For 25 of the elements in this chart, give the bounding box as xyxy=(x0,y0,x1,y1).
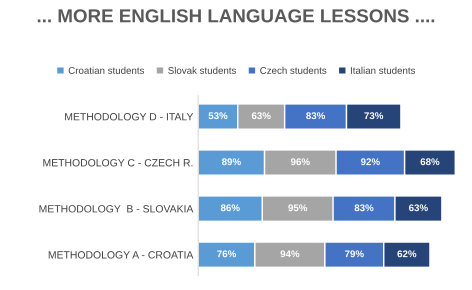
data-label: 76% xyxy=(217,250,236,258)
data-label: 96% xyxy=(290,158,310,166)
y-tick-label: METHODOLOGY B - SLOVAKIA xyxy=(39,205,194,212)
y-tick-label: METHODOLOGY A - CROATIA xyxy=(48,251,194,259)
data-label: 95% xyxy=(288,204,308,212)
data-label: 62% xyxy=(397,250,416,258)
legend-label: Italian students xyxy=(350,66,416,74)
data-label: 83% xyxy=(306,112,326,120)
data-label: 68% xyxy=(420,158,440,166)
data-label: 63% xyxy=(409,204,428,212)
data-label: 83% xyxy=(354,204,374,212)
legend-label: Czech students xyxy=(260,66,326,74)
data-label: 73% xyxy=(364,112,384,120)
chart-title: ... MORE ENGLISH LANGUAGE LESSONS .... xyxy=(38,9,434,22)
data-label: 53% xyxy=(208,112,228,120)
data-label: 79% xyxy=(345,250,364,258)
data-label: 92% xyxy=(360,158,380,166)
data-label: 89% xyxy=(222,158,241,166)
legend-label: Croatian students xyxy=(68,66,144,74)
data-label: 86% xyxy=(220,204,240,212)
y-tick-label: METHODOLOGY D - ITALY xyxy=(65,113,194,120)
y-tick-label: METHODOLOGY C - CZECH R. xyxy=(43,159,192,166)
legend-label: Slovak students xyxy=(168,66,236,74)
data-label: 63% xyxy=(252,112,271,120)
data-label: 94% xyxy=(280,250,300,258)
